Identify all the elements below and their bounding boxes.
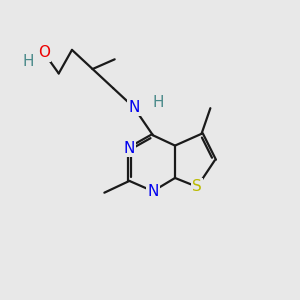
Text: O: O <box>38 45 50 60</box>
Text: S: S <box>192 179 202 194</box>
Text: N: N <box>128 100 140 115</box>
Text: H: H <box>22 54 34 69</box>
Text: H: H <box>153 95 164 110</box>
Text: N: N <box>147 184 159 199</box>
Text: N: N <box>124 141 135 156</box>
